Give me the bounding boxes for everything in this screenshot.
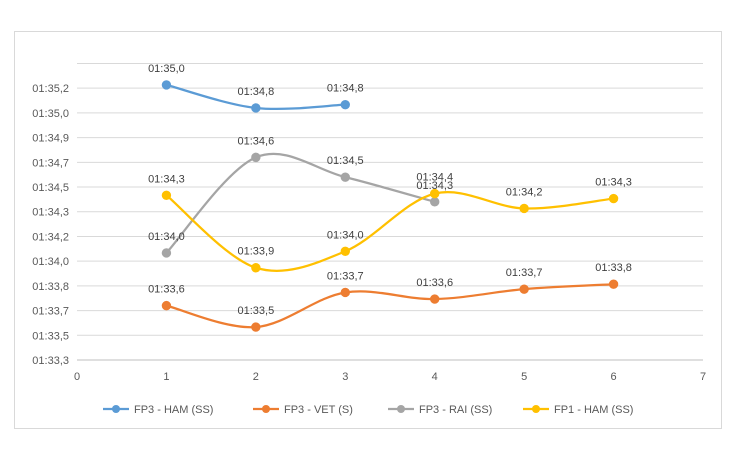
data-point bbox=[519, 203, 529, 214]
data-point bbox=[251, 103, 261, 113]
data-label: 01:34,5 bbox=[327, 155, 364, 167]
axes: 01:33,3 01:33,5 01:33,7 01:33,8 01:34,0 01:34… bbox=[32, 83, 706, 383]
data-label: 01:34,3 bbox=[416, 180, 453, 192]
data-point bbox=[340, 172, 350, 182]
data-label: 01:35,0 bbox=[148, 63, 185, 75]
data-point bbox=[161, 248, 172, 258]
data-point bbox=[340, 287, 350, 298]
legend-label: FP3 - RAI (SS) bbox=[419, 404, 492, 416]
series-lines bbox=[161, 80, 619, 332]
data-label: 01:34,0 bbox=[327, 229, 364, 241]
data-point bbox=[161, 190, 172, 200]
data-labels: 01:35,0 01:34,8 01:34,8 01:33,6 01:33,5 01:33… bbox=[148, 63, 632, 317]
y-tick-label: 01:34,0 bbox=[32, 256, 69, 268]
legend-label: FP1 - HAM (SS) bbox=[554, 404, 633, 416]
legend-marker bbox=[262, 405, 270, 413]
data-point bbox=[161, 80, 172, 90]
legend-marker bbox=[397, 405, 405, 413]
chart-frame: 01:33,3 01:33,5 01:33,7 01:33,8 01:34,0 01:34… bbox=[14, 31, 722, 429]
data-point bbox=[430, 188, 440, 199]
data-label: 01:34,2 bbox=[506, 186, 543, 198]
line-chart: 01:33,3 01:33,5 01:33,7 01:33,8 01:34,0 01:34… bbox=[32, 62, 706, 416]
data-label: 01:34,8 bbox=[238, 86, 275, 98]
y-tick-label: 01:33,8 bbox=[32, 281, 69, 293]
y-tick-label: 01:33,3 bbox=[32, 355, 69, 367]
data-point bbox=[608, 279, 619, 289]
data-point bbox=[430, 294, 440, 304]
data-point bbox=[161, 300, 172, 311]
data-label: 01:33,7 bbox=[506, 267, 543, 279]
data-label: 01:34,6 bbox=[238, 135, 275, 147]
data-point bbox=[430, 197, 440, 207]
series-line bbox=[166, 283, 614, 329]
x-tick-label: 4 bbox=[432, 371, 438, 383]
legend-label: FP3 - VET (S) bbox=[284, 404, 353, 416]
series-line bbox=[165, 152, 436, 254]
data-label: 01:34,4 bbox=[416, 172, 453, 184]
y-tick-label: 01:34,5 bbox=[32, 182, 69, 194]
x-tick-label: 5 bbox=[521, 371, 527, 383]
legend: FP3 - HAM (SS) FP3 - VET (S) FP3 - RAI (SS… bbox=[103, 404, 633, 416]
data-point bbox=[340, 99, 350, 110]
y-tick-label: 01:34,3 bbox=[32, 207, 69, 219]
data-point bbox=[251, 263, 261, 273]
x-tick-label: 1 bbox=[163, 371, 169, 383]
data-label: 01:33,7 bbox=[327, 270, 364, 282]
data-label: 01:33,6 bbox=[148, 284, 185, 296]
y-tick-label: 01:33,5 bbox=[32, 330, 69, 342]
x-tick-label: 0 bbox=[74, 371, 80, 383]
data-point bbox=[608, 193, 619, 204]
y-tick-label: 01:34,7 bbox=[32, 157, 69, 169]
y-tick-label: 01:34,9 bbox=[32, 133, 69, 145]
data-point bbox=[251, 152, 261, 163]
x-tick-label: 7 bbox=[700, 371, 706, 383]
data-point bbox=[519, 284, 529, 294]
data-label: 01:33,5 bbox=[238, 305, 275, 317]
data-label: 01:34,3 bbox=[148, 173, 185, 185]
x-tick-label: 6 bbox=[611, 371, 617, 383]
data-label: 01:34,3 bbox=[595, 177, 632, 189]
x-tick-label: 3 bbox=[342, 371, 348, 383]
x-tick-label: 2 bbox=[253, 371, 259, 383]
data-label: 01:33,9 bbox=[238, 246, 275, 258]
data-label: 01:34,8 bbox=[327, 83, 364, 95]
y-tick-label: 01:35,2 bbox=[32, 83, 69, 95]
legend-marker bbox=[532, 405, 540, 413]
y-tick-label: 01:34,2 bbox=[32, 231, 69, 243]
legend-marker bbox=[112, 405, 120, 413]
data-point bbox=[340, 246, 350, 256]
data-label: 01:33,8 bbox=[595, 262, 632, 274]
data-label: 01:34,0 bbox=[148, 231, 185, 243]
legend-label: FP3 - HAM (SS) bbox=[134, 404, 213, 416]
series-line bbox=[165, 191, 614, 272]
y-tick-label: 01:35,0 bbox=[32, 108, 69, 120]
data-point bbox=[251, 322, 261, 332]
y-tick-label: 01:33,7 bbox=[32, 306, 69, 318]
data-label: 01:33,6 bbox=[416, 277, 453, 289]
gridlines bbox=[77, 62, 703, 361]
